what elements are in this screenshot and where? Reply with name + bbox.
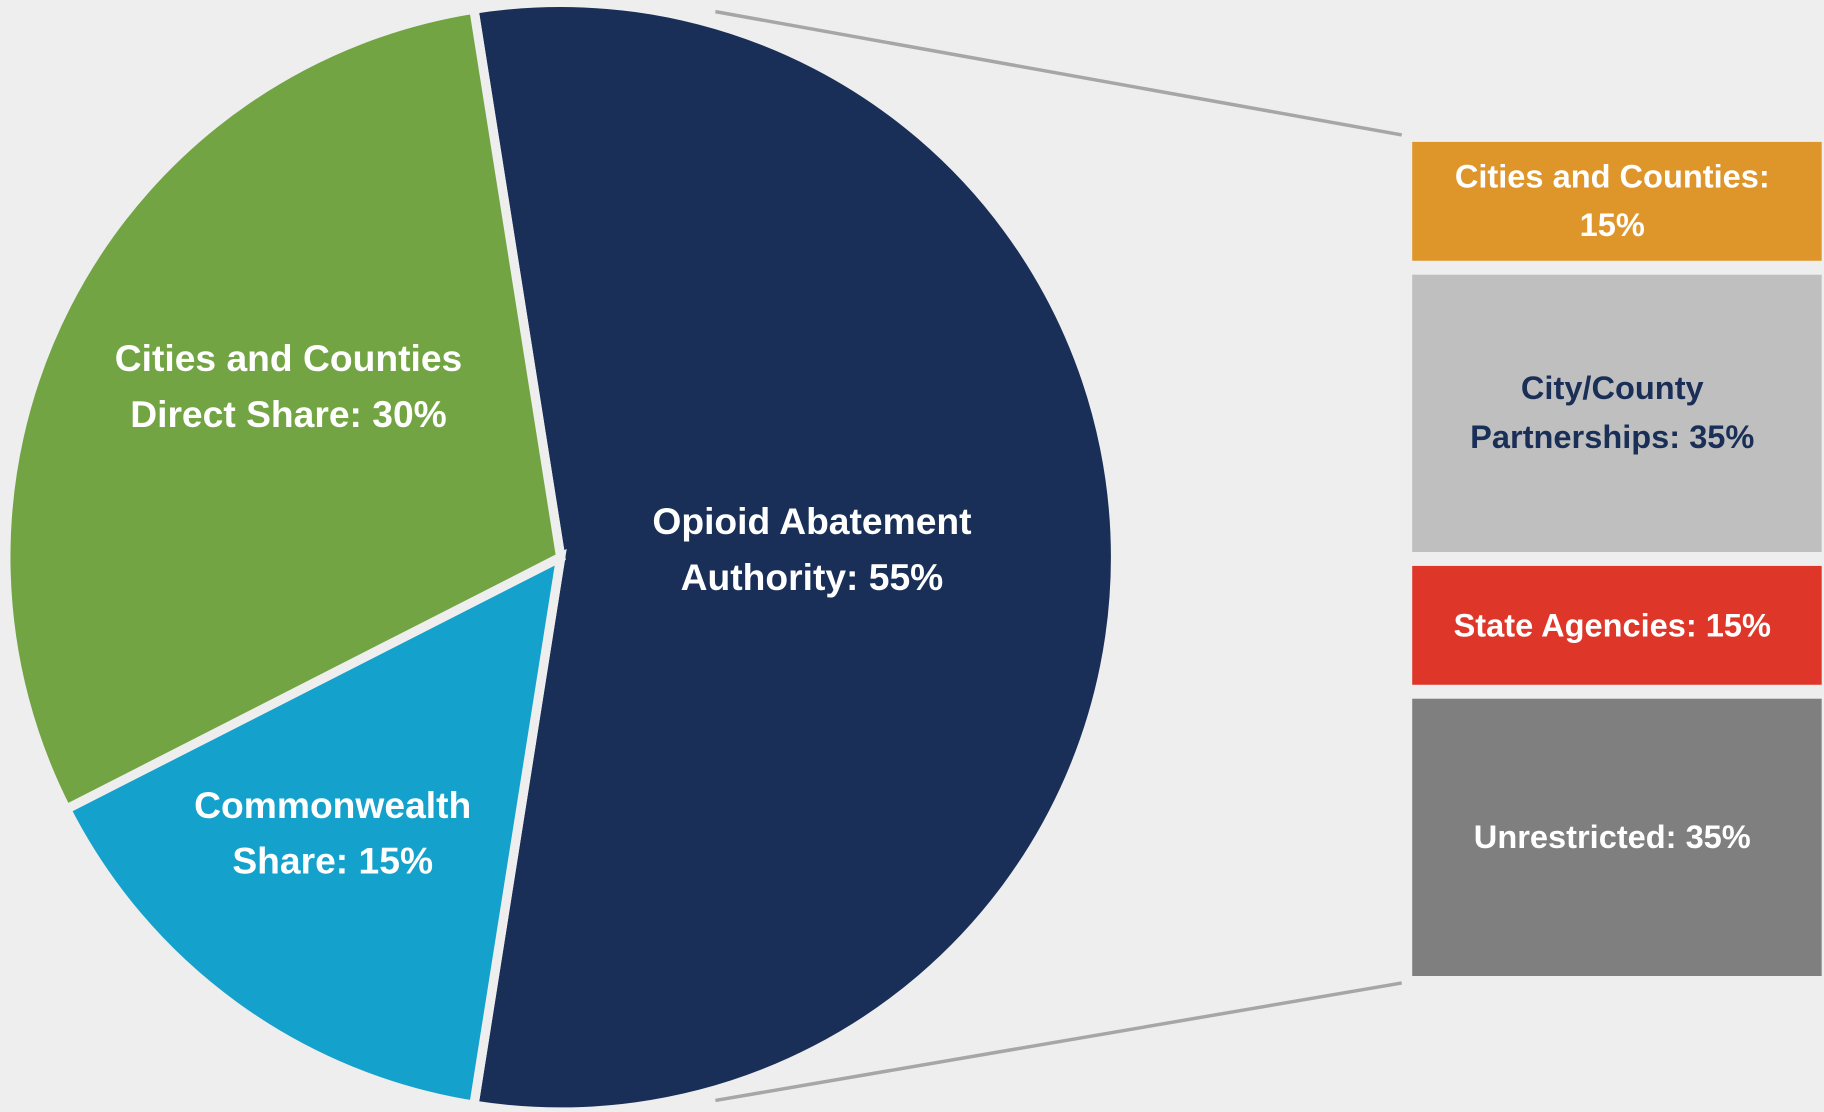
pie-slice — [60, 548, 567, 1111]
pie-slice — [1, 3, 566, 816]
data-label: City/County Partnerships: 35% — [1470, 370, 1755, 456]
data-label: Unrestricted: 35% — [1473, 818, 1751, 855]
connector-line — [715, 9, 1403, 137]
connector-line — [715, 981, 1403, 1103]
data-label: State Agencies: 15% — [1453, 606, 1771, 643]
data-label: Commonwealth Share: 15% — [194, 784, 472, 882]
bar-segment — [1412, 565, 1822, 685]
data-label: Cities and Counties Direct Share: 30% — [114, 337, 463, 436]
bar-segment — [1412, 141, 1822, 261]
data-label: Opioid Abatement Authority: 55% — [652, 500, 972, 598]
pie-slice — [468, 0, 1121, 1112]
bar-segment — [1412, 698, 1822, 976]
data-label: Cities and Counties: 15% — [1454, 158, 1770, 244]
bar-segment — [1412, 274, 1822, 552]
